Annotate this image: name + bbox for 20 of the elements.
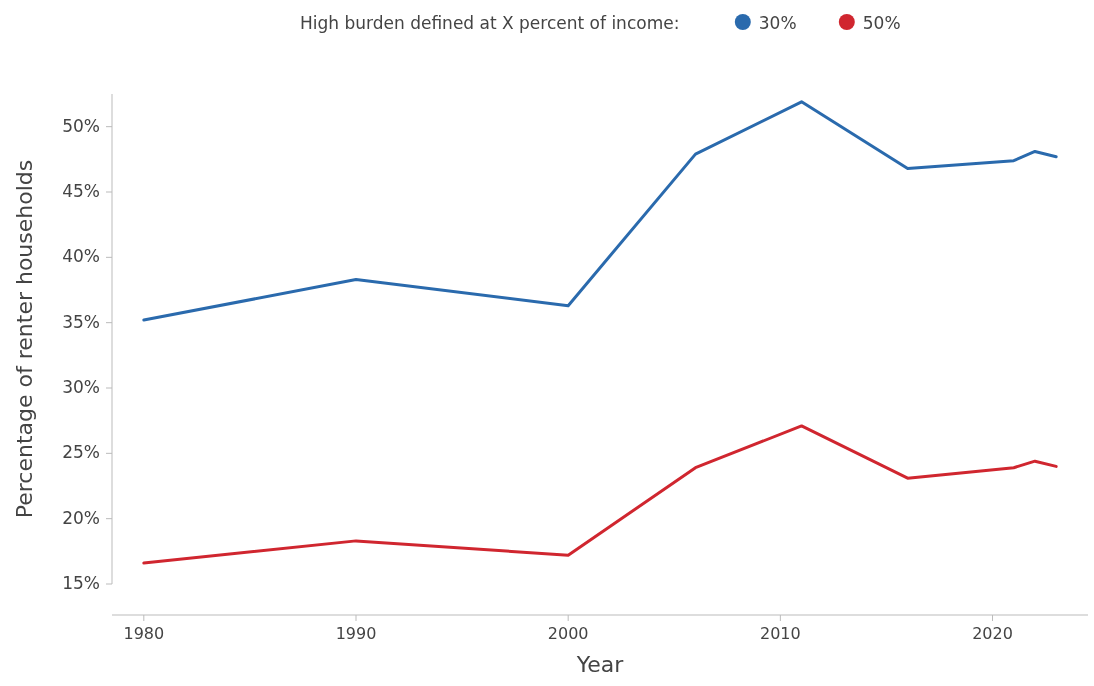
y-tick-label: 20% <box>62 507 100 528</box>
line-series <box>142 100 1058 322</box>
x-axis-title: Year <box>575 652 625 677</box>
y-tick-label: 40% <box>62 246 100 267</box>
y-axis-title: Percentage of renter households <box>12 159 37 519</box>
x-tick-label: 2010 <box>759 624 801 643</box>
y-tick-label: 25% <box>62 442 100 463</box>
legend-label: 50% <box>862 13 901 33</box>
y-tick-label: 50% <box>62 115 100 136</box>
legend-title: High burden defined at X percent of income: <box>300 13 680 33</box>
y-tick-label: 35% <box>62 311 100 332</box>
y-tick-label: 15% <box>62 573 100 593</box>
line-series <box>142 424 1058 565</box>
legend-label: 30% <box>758 13 797 33</box>
x-tick-label: 1990 <box>335 624 377 643</box>
x-tick-label: 1980 <box>123 624 165 643</box>
x-tick-label: 2000 <box>547 624 589 643</box>
y-tick-label: 45% <box>62 181 100 201</box>
x-tick-label: 2020 <box>972 624 1013 643</box>
y-tick-label: 30% <box>62 377 100 397</box>
